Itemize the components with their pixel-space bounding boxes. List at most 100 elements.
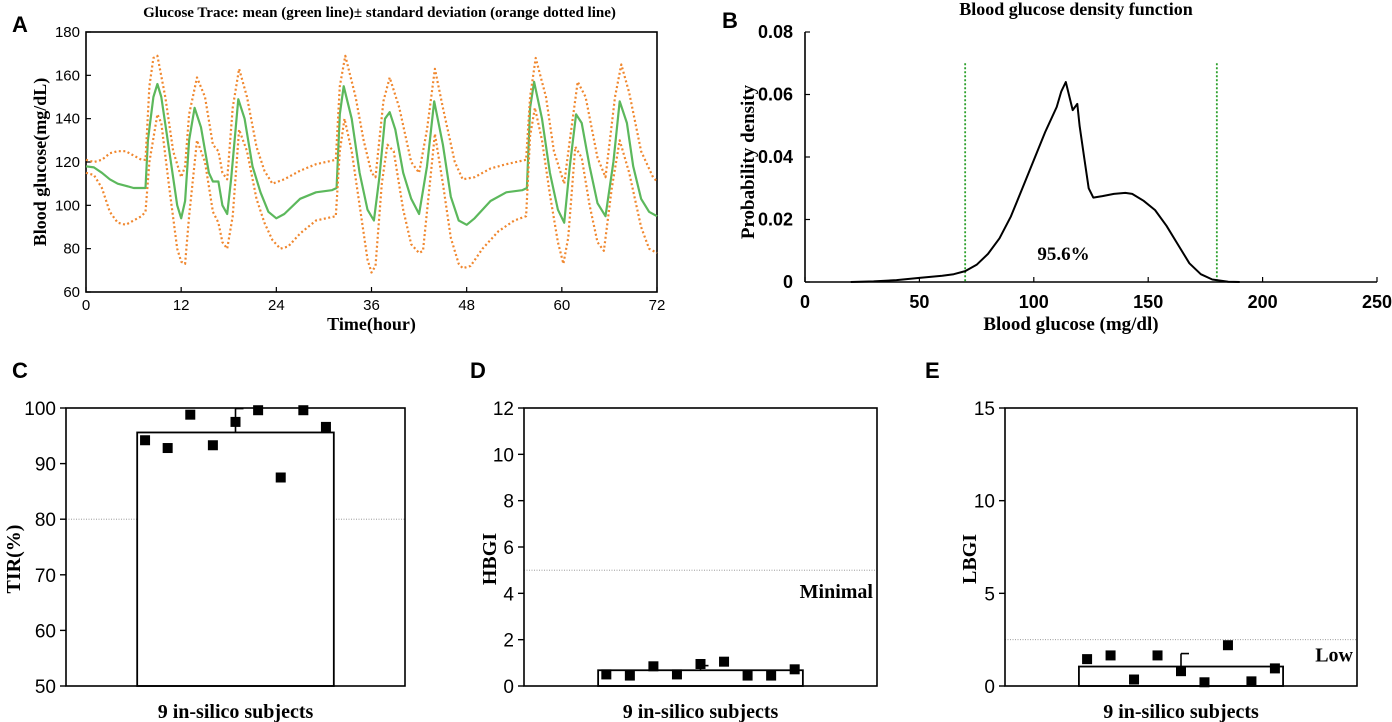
chart-density-function: Blood glucose density function 0 50 100 150 2… xyxy=(738,0,1392,335)
mean-bar xyxy=(136,431,335,687)
x-tick-label: 250 xyxy=(1362,292,1392,312)
subject-point xyxy=(1199,677,1210,688)
y-axis-label: HBGI xyxy=(479,533,501,585)
y-tick-label: 60 xyxy=(63,284,80,301)
subject-point xyxy=(1176,666,1186,677)
y-tick-label: 0 xyxy=(503,677,514,698)
plot-frame xyxy=(65,407,406,687)
subject-point xyxy=(789,664,800,675)
x-tick-label: 0 xyxy=(800,292,810,312)
subject-point xyxy=(1222,640,1233,651)
subject-point xyxy=(1105,650,1116,661)
subject-point xyxy=(162,443,173,454)
chart-hbgi: 0 2 4 6 8 10 12 9 in-silico subjects HBGI Minimal xyxy=(479,399,878,722)
subject-point xyxy=(1152,650,1163,661)
y-tick-label: 80 xyxy=(35,510,56,531)
chart-title: Blood glucose density function xyxy=(959,0,1193,19)
density-curve xyxy=(850,81,1240,283)
y-tick-label: 90 xyxy=(35,455,56,476)
reference-label: Low xyxy=(1315,645,1353,667)
subject-point xyxy=(742,670,753,681)
y-tick-label: 0.04 xyxy=(758,147,793,167)
subject-point xyxy=(140,435,151,446)
y-tick-label: 0 xyxy=(984,677,995,698)
y-tick-label: 2 xyxy=(503,631,514,652)
y-axis-label: Probability density xyxy=(738,84,759,239)
x-tick-label: 24 xyxy=(268,297,285,314)
y-tick-label: 180 xyxy=(55,24,80,41)
subject-point xyxy=(624,670,635,681)
x-axis-label: Time(hour) xyxy=(327,314,416,335)
y-tick-label: 0 xyxy=(783,272,793,292)
chart-title: Glucose Trace: mean (green line)± standa… xyxy=(143,5,616,21)
y-tick-label: 0.02 xyxy=(758,210,793,230)
series-line-upper-SD xyxy=(85,54,658,185)
chart-lbgi: 0 5 10 15 9 in-silico subjects LBGI Low xyxy=(959,399,1358,722)
y-tick-label: 80 xyxy=(63,241,80,258)
x-axis-label: 9 in-silico subjects xyxy=(158,701,314,722)
y-tick-label: 0.08 xyxy=(758,22,793,42)
panel-label-e: E xyxy=(925,358,940,383)
panel-label-c: C xyxy=(12,358,28,383)
subject-point xyxy=(230,416,241,427)
subject-point xyxy=(601,669,612,680)
x-tick-label: 60 xyxy=(553,297,570,314)
plot-frame xyxy=(1004,407,1358,687)
subject-point xyxy=(275,472,286,483)
subject-point xyxy=(671,669,682,680)
chart-tir: 50 60 70 80 90 100 9 in-silico subjects TIR(%) xyxy=(3,399,406,722)
panel-label-d: D xyxy=(470,358,486,383)
subject-point xyxy=(695,658,706,669)
panel-label-b: B xyxy=(722,8,738,33)
y-tick-label: 10 xyxy=(493,445,514,466)
x-tick-label: 36 xyxy=(363,297,380,314)
reference-label: Minimal xyxy=(800,581,874,603)
x-tick-label: 48 xyxy=(458,297,475,314)
y-tick-label: 140 xyxy=(55,111,80,128)
x-tick-label: 12 xyxy=(173,297,190,314)
y-tick-label: 5 xyxy=(984,584,995,605)
subject-point xyxy=(320,421,331,432)
subject-point xyxy=(719,656,730,667)
x-tick-label: 50 xyxy=(909,292,929,312)
y-tick-label: 160 xyxy=(55,67,80,84)
subject-point xyxy=(1269,663,1280,674)
y-tick-label: 100 xyxy=(55,197,80,214)
y-tick-label: 50 xyxy=(35,677,56,698)
subject-point xyxy=(648,661,659,672)
subject-point xyxy=(185,409,196,420)
panel-label-a: A xyxy=(12,12,28,37)
y-axis-label: Blood glucose(mg/dL) xyxy=(30,78,51,247)
y-axis-label: LBGI xyxy=(959,534,981,584)
y-axis-label: TIR(%) xyxy=(3,525,25,594)
subject-point xyxy=(207,440,218,451)
y-tick-label: 12 xyxy=(493,399,514,420)
y-tick-label: 6 xyxy=(503,538,514,559)
in-range-annotation: 95.6% xyxy=(1037,244,1089,265)
x-tick-label: 150 xyxy=(1133,292,1163,312)
y-tick-label: 8 xyxy=(503,492,514,513)
x-axis-label: 9 in-silico subjects xyxy=(1103,701,1259,722)
x-tick-label: 100 xyxy=(1019,292,1049,312)
plot-frame xyxy=(523,407,878,687)
y-tick-label: 0.06 xyxy=(758,85,793,105)
series-line-lower-SD xyxy=(85,106,658,274)
chart-glucose-trace: Glucose Trace: mean (green line)± standa… xyxy=(30,5,665,335)
x-tick-label: 0 xyxy=(82,297,90,314)
x-axis-label: 9 in-silico subjects xyxy=(623,701,779,722)
x-tick-label: 72 xyxy=(649,297,666,314)
y-tick-label: 10 xyxy=(974,492,995,513)
subject-point xyxy=(1246,676,1257,687)
y-tick-label: 100 xyxy=(24,399,56,420)
subject-point xyxy=(253,405,264,416)
subject-point xyxy=(1129,674,1140,685)
subject-point xyxy=(298,405,309,416)
subject-point xyxy=(1082,654,1093,665)
y-tick-label: 60 xyxy=(35,621,56,642)
y-tick-label: 120 xyxy=(55,154,80,171)
x-tick-label: 200 xyxy=(1248,292,1278,312)
y-tick-label: 4 xyxy=(503,584,514,605)
y-tick-label: 70 xyxy=(35,566,56,587)
series-line-mean xyxy=(85,80,658,226)
